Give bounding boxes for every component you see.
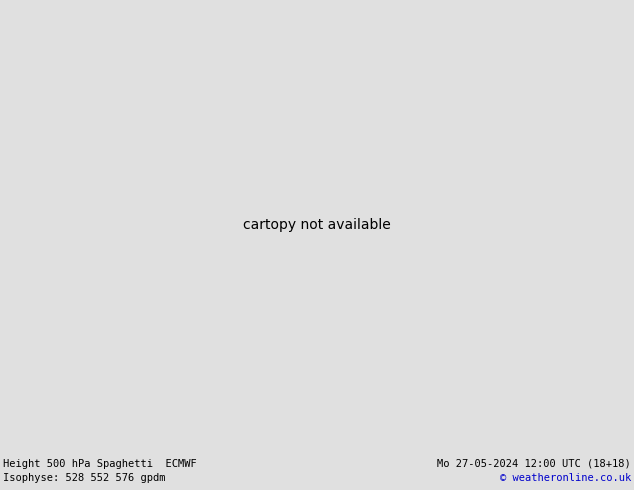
Text: Mo 27-05-2024 12:00 UTC (18+18): Mo 27-05-2024 12:00 UTC (18+18): [437, 459, 631, 468]
Text: Height 500 hPa Spaghetti  ECMWF: Height 500 hPa Spaghetti ECMWF: [3, 459, 197, 468]
Text: cartopy not available: cartopy not available: [243, 218, 391, 232]
Text: © weatheronline.co.uk: © weatheronline.co.uk: [500, 473, 631, 483]
Text: Isophyse: 528 552 576 gpdm: Isophyse: 528 552 576 gpdm: [3, 473, 165, 483]
